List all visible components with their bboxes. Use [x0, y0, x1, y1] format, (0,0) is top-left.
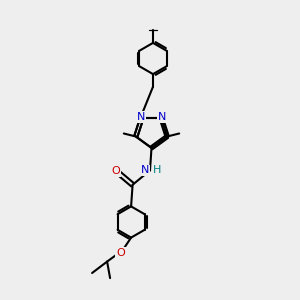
Text: H: H	[152, 165, 161, 176]
Text: N: N	[136, 112, 145, 122]
Text: N: N	[158, 112, 166, 122]
Text: O: O	[116, 248, 125, 258]
Text: O: O	[111, 166, 120, 176]
Text: N: N	[140, 165, 149, 176]
